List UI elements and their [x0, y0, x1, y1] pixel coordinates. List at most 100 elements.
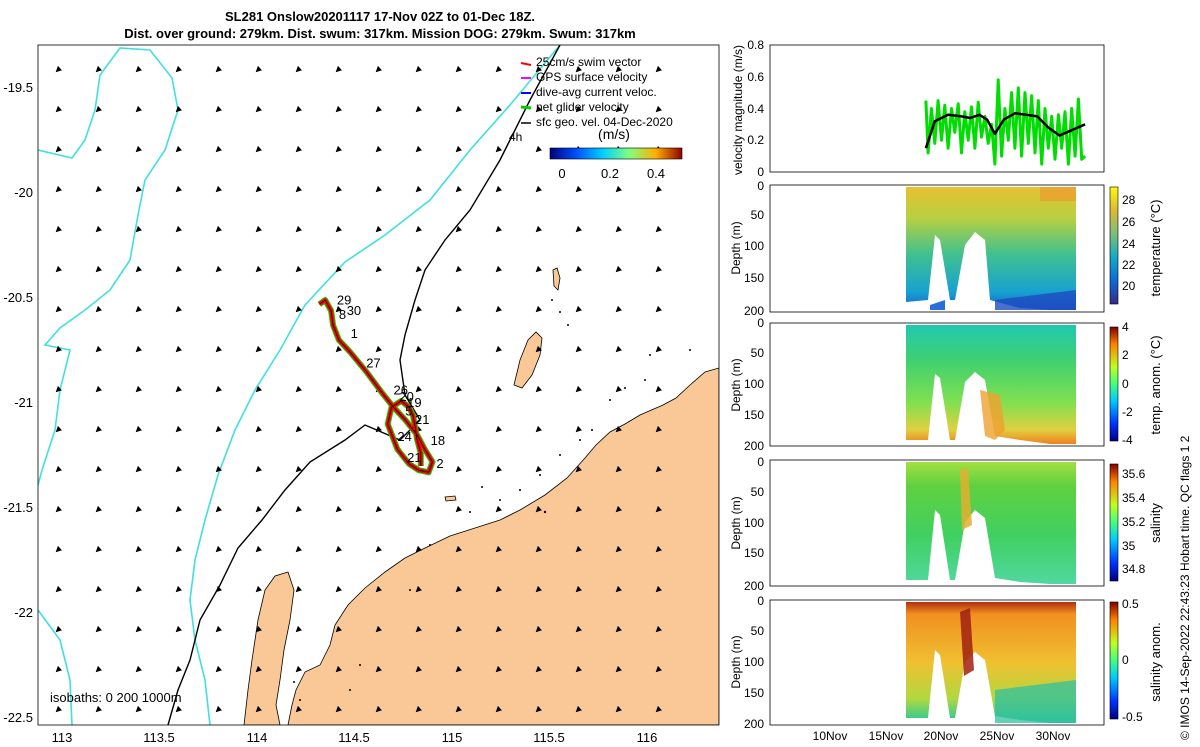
barrow-island — [513, 331, 543, 389]
vel-y-tick: 0.8 — [747, 38, 764, 52]
velocity-arrow — [55, 145, 63, 153]
velocity-arrow — [495, 305, 503, 313]
day-label: 26 — [394, 383, 408, 398]
velocity-arrow — [535, 465, 543, 473]
depth-tick: 200 — [744, 439, 764, 453]
velocity-arrow — [455, 385, 463, 393]
velocity-arrow — [215, 65, 223, 73]
velocity-arrow — [415, 345, 423, 353]
velocity-arrow — [655, 705, 663, 713]
velocity-arrow — [415, 105, 423, 113]
velocity-arrow — [215, 705, 223, 713]
velocity-arrow — [455, 505, 463, 513]
velocity-arrow — [455, 185, 463, 193]
velocity-arrow — [295, 545, 303, 553]
velocity-arrow — [135, 465, 143, 473]
cbar-tick: 22 — [1122, 258, 1136, 272]
velocity-arrow — [655, 65, 663, 73]
credit-line: © IMOS 14-Sep-2022 22:43:23 Hobart time.… — [1178, 435, 1192, 740]
velocity-arrow — [575, 545, 583, 553]
velocity-arrow — [455, 105, 463, 113]
velocity-arrow — [375, 225, 383, 233]
velocity-arrow — [615, 425, 623, 433]
cbar-tick: 28 — [1122, 193, 1136, 207]
temperature-panel: 0 50 100 150 200 Depth (m) 28 26 24 22 2… — [729, 179, 1163, 318]
velocity-arrow — [295, 425, 303, 433]
sal-y-axis: 0 50 100 150 200 — [744, 455, 764, 593]
velocity-arrow — [375, 305, 383, 313]
depth-tick: 50 — [751, 624, 765, 638]
velocity-arrow — [175, 585, 183, 593]
cbar-tick: 0 — [1122, 653, 1129, 667]
day-label: 5 — [405, 404, 412, 419]
cbar-tick: 2 — [1122, 348, 1129, 362]
velocity-arrow — [295, 385, 303, 393]
velocity-arrow — [655, 385, 663, 393]
velocity-arrow — [375, 105, 383, 113]
legend-entry: sfc geo. vel. 04-Dec-2020 — [536, 115, 673, 129]
map-x-tick: 113.5 — [143, 730, 175, 745]
velocity-arrow — [215, 345, 223, 353]
velocity-arrow — [55, 345, 63, 353]
velocity-arrow — [135, 105, 143, 113]
velocity-arrow — [175, 265, 183, 273]
depth-label: Depth (m) — [729, 635, 743, 688]
velocity-y-axis: 0 0.2 0.4 0.6 0.8 — [747, 38, 764, 179]
velocity-arrow — [415, 505, 423, 513]
velocity-arrow — [415, 225, 423, 233]
velocity-arrow — [135, 705, 143, 713]
temp-y-axis: 0 50 100 150 200 — [744, 179, 764, 318]
day-label: 1 — [351, 326, 358, 341]
velocity-arrow — [95, 345, 103, 353]
cbar-tick: 34.8 — [1122, 562, 1146, 576]
vel-y-label: velocity magnitude (m/s) — [731, 45, 745, 175]
velocity-arrow — [175, 705, 183, 713]
velocity-arrow — [415, 305, 423, 313]
cbar-tick: 35.6 — [1122, 467, 1146, 481]
velocity-arrow — [575, 385, 583, 393]
velocity-arrow — [175, 625, 183, 633]
velocity-arrow — [255, 105, 263, 113]
temperature-section — [906, 187, 1076, 310]
depth-label: Depth (m) — [729, 221, 743, 274]
velocity-arrow — [215, 545, 223, 553]
velocity-arrow — [135, 585, 143, 593]
date-tick: 30Nov — [1036, 729, 1071, 743]
salinity-anomaly-panel: 0 50 100 150 200 Depth (m) 0.5 0 -0.5 sa… — [729, 594, 1163, 743]
velocity-arrow — [215, 105, 223, 113]
velocity-arrow — [95, 505, 103, 513]
velocity-arrow — [215, 425, 223, 433]
depth-tick: 100 — [744, 377, 764, 391]
velocity-arrow — [575, 265, 583, 273]
track-centerline — [319, 299, 433, 473]
time-x-axis: 10Nov 15Nov 20Nov 25Nov 30Nov — [813, 729, 1071, 743]
velocity-arrow — [655, 345, 663, 353]
date-tick: 20Nov — [924, 729, 959, 743]
velocity-arrow — [575, 665, 583, 673]
velocity-arrow — [615, 305, 623, 313]
velocity-arrow — [495, 345, 503, 353]
velocity-arrow — [615, 585, 623, 593]
velocity-arrow — [375, 145, 383, 153]
velocity-arrow — [135, 505, 143, 513]
velocity-arrow — [495, 185, 503, 193]
depth-tick: 150 — [744, 408, 764, 422]
temp-colorbar-ticks: 28 26 24 22 20 — [1122, 193, 1136, 293]
velocity-arrow — [335, 105, 343, 113]
cbar-tick: 35 — [1122, 539, 1136, 553]
velocity-arrow — [455, 665, 463, 673]
day-label: 29 — [337, 292, 351, 307]
velocity-arrow — [255, 625, 263, 633]
velocity-arrow — [335, 225, 343, 233]
velocity-arrow — [575, 305, 583, 313]
velocity-arrow — [375, 705, 383, 713]
velocity-arrow — [135, 185, 143, 193]
map-x-tick: 114.5 — [338, 730, 370, 745]
velocity-arrow — [215, 265, 223, 273]
velocity-arrow — [495, 505, 503, 513]
velocity-arrow — [55, 305, 63, 313]
cbar-tick: -4 — [1122, 433, 1133, 447]
page-title: SL281 Onslow20201117 17-Nov 02Z to 01-De… — [0, 8, 760, 42]
velocity-arrow — [535, 545, 543, 553]
